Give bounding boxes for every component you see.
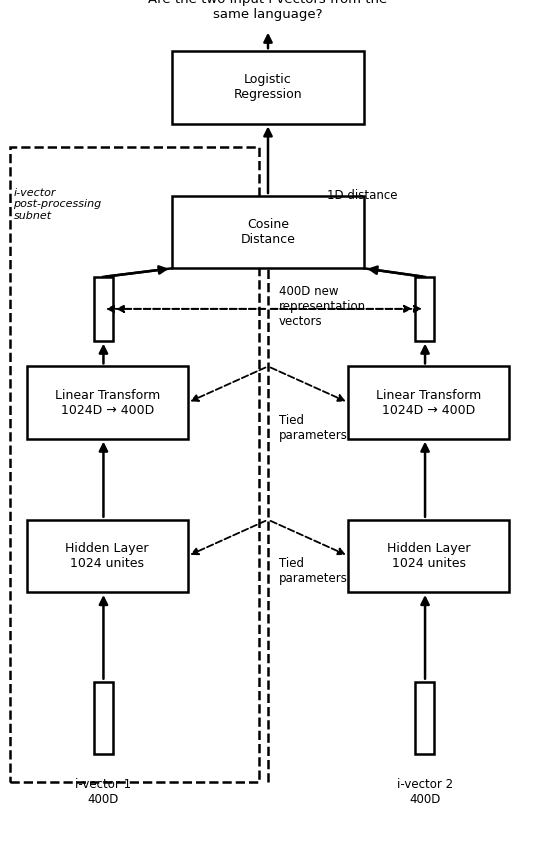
FancyBboxPatch shape [27, 366, 188, 439]
FancyBboxPatch shape [415, 277, 434, 341]
FancyBboxPatch shape [94, 277, 113, 341]
FancyBboxPatch shape [27, 520, 188, 592]
FancyBboxPatch shape [348, 520, 509, 592]
Text: i-vector 1
400D: i-vector 1 400D [76, 779, 131, 806]
Text: Logistic
Regression: Logistic Regression [234, 73, 302, 101]
Text: 1D distance: 1D distance [327, 189, 398, 203]
Text: i-vector
post-processing
subnet: i-vector post-processing subnet [13, 188, 102, 221]
FancyBboxPatch shape [348, 366, 509, 439]
Text: Are the two input i-vectors from the
same language?: Are the two input i-vectors from the sam… [148, 0, 388, 21]
FancyBboxPatch shape [415, 682, 434, 754]
Text: Linear Transform
1024D → 400D: Linear Transform 1024D → 400D [376, 389, 481, 417]
FancyBboxPatch shape [172, 51, 364, 124]
FancyBboxPatch shape [94, 682, 113, 754]
Text: Tied
parameters: Tied parameters [279, 414, 347, 441]
FancyBboxPatch shape [172, 196, 364, 268]
Text: i-vector 2
400D: i-vector 2 400D [397, 779, 453, 806]
Text: Tied
parameters: Tied parameters [279, 557, 347, 584]
Text: Cosine
Distance: Cosine Distance [241, 218, 295, 246]
Text: 400D new
representation
vectors: 400D new representation vectors [279, 285, 366, 328]
Text: Hidden Layer
1024 unites: Hidden Layer 1024 unites [65, 542, 149, 570]
Text: Hidden Layer
1024 unites: Hidden Layer 1024 unites [387, 542, 471, 570]
Text: Linear Transform
1024D → 400D: Linear Transform 1024D → 400D [55, 389, 160, 417]
